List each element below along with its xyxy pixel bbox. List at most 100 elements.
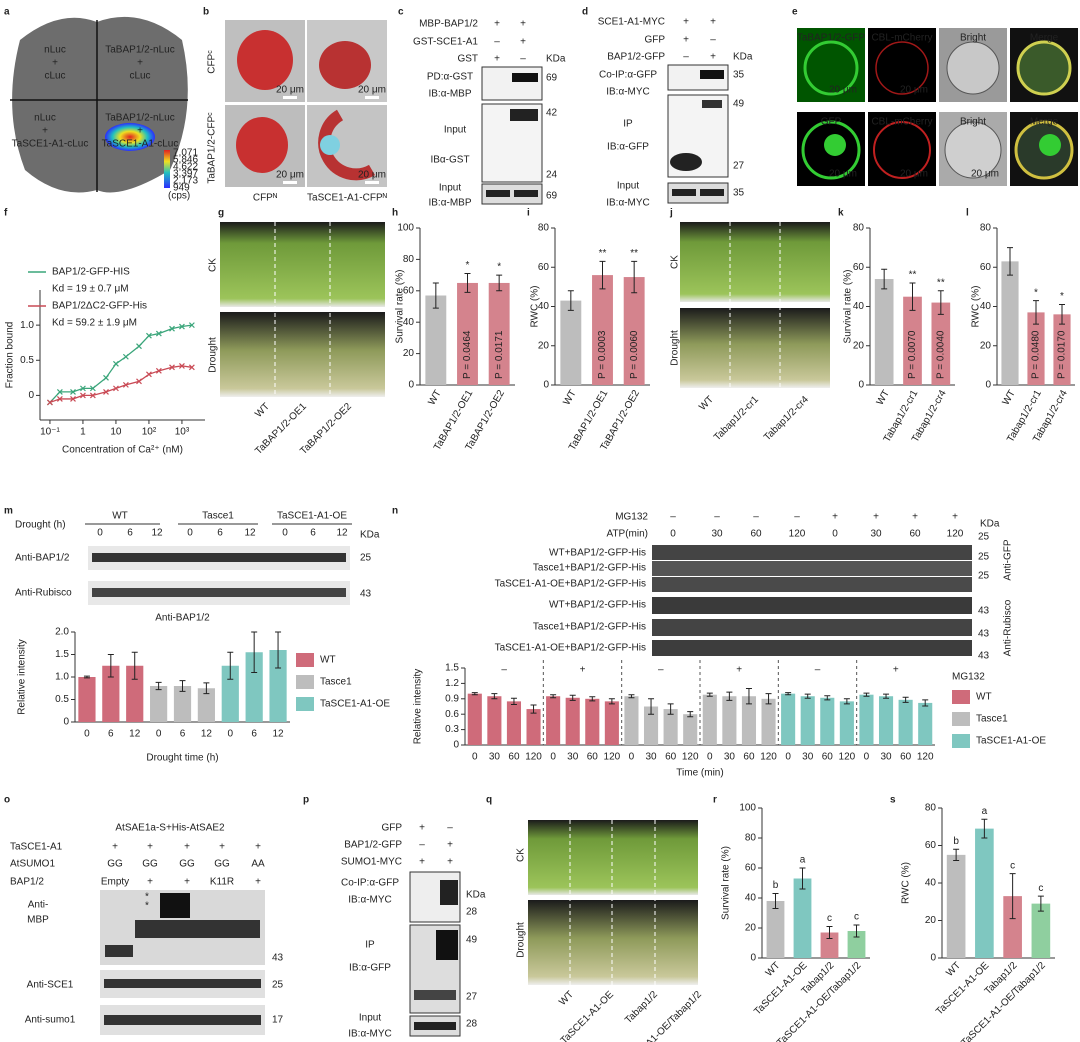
x-tick-label: 6 <box>251 729 257 740</box>
panel-letter: e <box>792 7 798 18</box>
error-bar <box>227 651 234 680</box>
label: Tabap1/2 <box>623 989 660 1026</box>
error-bar <box>853 924 860 938</box>
label: 25 <box>360 553 372 564</box>
y-tick-label: 1.5 <box>55 649 69 660</box>
error-bar <box>471 692 478 696</box>
annotation: * <box>497 262 501 273</box>
data-point <box>146 332 152 339</box>
x-tick-label: 120 <box>604 752 621 763</box>
group-label: – <box>815 665 821 676</box>
y-tick-label: 40 <box>403 317 415 328</box>
p-value: P = 0.0170 <box>1057 330 1068 379</box>
label: + <box>832 512 838 523</box>
x-tick-label: 60 <box>587 752 599 763</box>
label: + <box>683 35 689 46</box>
error-bar <box>464 273 471 293</box>
x-tick-label: 12 <box>272 729 284 740</box>
bar <box>221 665 239 722</box>
data-point <box>113 360 119 367</box>
data-point <box>179 362 185 369</box>
error-bar <box>726 691 733 701</box>
label: Anti-SCE1 <box>27 980 74 991</box>
label: 42 <box>546 108 558 119</box>
label: WT <box>697 394 716 413</box>
legend-label: WT <box>320 655 336 666</box>
error-bar <box>1009 873 1016 920</box>
x-tick-label: 10 <box>110 427 122 438</box>
label: – <box>714 512 720 523</box>
label: Co-IP:α-GFP <box>341 878 399 889</box>
error-bar <box>491 693 498 700</box>
error-bar <box>530 704 537 714</box>
legend-swatch <box>296 675 314 689</box>
label: 20 μm <box>358 170 386 181</box>
label: + <box>147 877 153 888</box>
label: WT <box>253 401 272 420</box>
y-tick-label: 60 <box>925 840 937 851</box>
data-point <box>188 364 195 371</box>
leaf-image <box>10 16 188 193</box>
label: TaSCE1-A1-OE+BAP1/2-GFP-His <box>495 643 646 654</box>
data-point <box>103 388 109 395</box>
x-tick-label: 60 <box>508 752 520 763</box>
label: – <box>670 512 676 523</box>
label: 60 <box>750 529 762 540</box>
x-axis-label: Drought time (h) <box>146 753 218 764</box>
label: + <box>137 126 143 137</box>
panel-letter: f <box>4 208 8 219</box>
label: IBα-GST <box>430 155 469 166</box>
label: Empty <box>101 877 129 888</box>
data-point <box>80 385 86 392</box>
bar <box>766 901 785 958</box>
data-point <box>56 388 63 395</box>
error-bar <box>785 692 792 696</box>
label: + <box>952 512 958 523</box>
annotation: b <box>953 836 959 847</box>
label: TaBAP1/2-GFP <box>797 33 866 44</box>
error-bar <box>1037 895 1044 912</box>
label: 12 <box>151 528 163 539</box>
bar <box>663 709 678 745</box>
blot-images <box>85 523 352 605</box>
label: 43 <box>978 606 990 617</box>
label: GST-SCE1-A1 <box>413 37 478 48</box>
label: WT <box>112 511 128 522</box>
label: + <box>184 842 190 853</box>
error-bar <box>799 867 806 890</box>
x-tick-label: 30 <box>802 752 814 763</box>
p-value: P = 0.0003 <box>597 330 608 379</box>
y-axis-label: RWC (%) <box>971 285 982 327</box>
data-point <box>155 330 162 337</box>
y-tick-label: 80 <box>403 254 415 265</box>
label: TaBAP1/2-CFPᶜ <box>207 112 218 184</box>
label: CK <box>516 848 527 862</box>
label: KDa <box>980 519 1000 530</box>
data-point <box>169 364 175 371</box>
label: 120 <box>947 529 964 540</box>
panel-letter: m <box>4 506 13 517</box>
bar <box>1003 896 1022 958</box>
label: 6 <box>217 528 223 539</box>
legend-title: MG132 <box>952 672 985 683</box>
panel-letter: k <box>838 208 844 219</box>
legend-swatch <box>296 697 314 711</box>
label: KDa <box>466 890 486 901</box>
annotation: c <box>1010 860 1015 871</box>
label: 20 μm <box>900 85 928 96</box>
label: SUMO1-MYC <box>341 857 402 868</box>
error-bar <box>1007 247 1013 276</box>
label: 25 <box>978 552 990 563</box>
label: 0 <box>670 529 676 540</box>
bar <box>1053 314 1071 385</box>
bar <box>643 706 659 745</box>
p-value: P = 0.0464 <box>462 330 473 379</box>
annotation: ** <box>937 277 945 288</box>
y-tick-label: 60 <box>538 262 550 273</box>
label: 12 <box>336 528 348 539</box>
data-point <box>136 378 142 385</box>
label: cLuc <box>44 71 65 82</box>
label: + <box>447 857 453 868</box>
data-point <box>122 381 129 388</box>
y-tick-label: 0.5 <box>20 355 34 366</box>
